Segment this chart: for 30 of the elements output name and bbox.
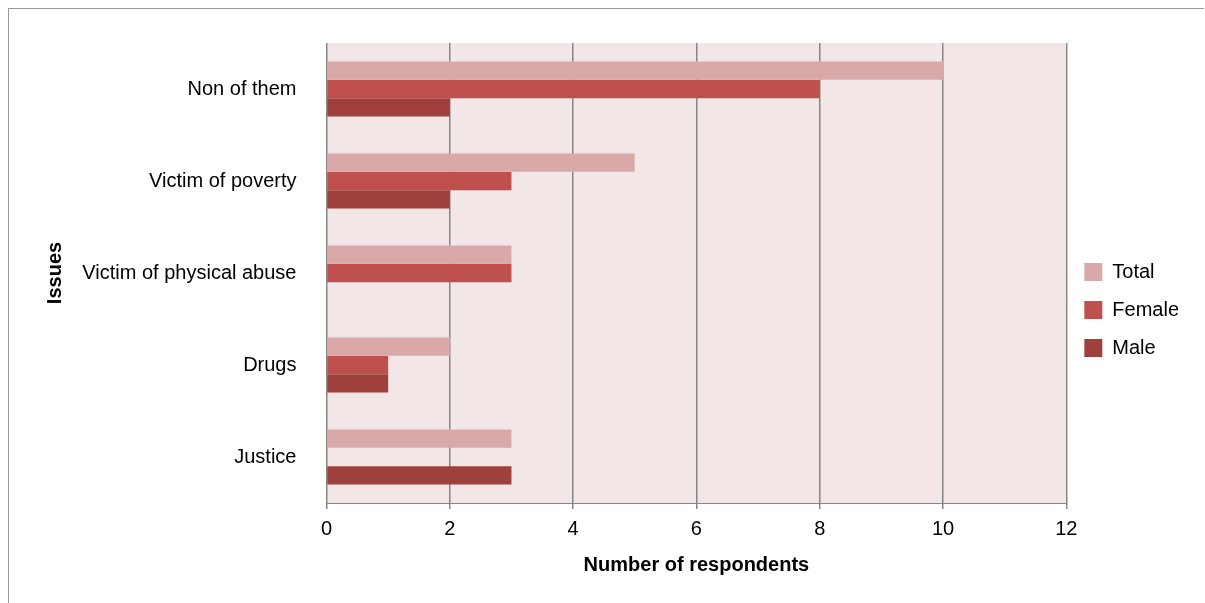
y-tick-label: Non of them [187,76,297,99]
bar [327,190,450,209]
bar [327,98,450,117]
legend-label: Male [1112,335,1156,358]
x-tick-label: 10 [931,516,955,539]
legend-label: Total [1112,259,1155,282]
bar [327,153,635,172]
bar [327,171,512,191]
x-tick-label: 8 [814,516,826,539]
legend-label: Female [1112,297,1180,320]
y-tick-label: Victim of physical abuse [82,260,297,283]
bar [327,337,450,356]
y-axis-title: Issues [42,241,65,305]
y-tick-label: Drugs [243,352,297,375]
bar [327,61,944,80]
y-tick-label: Justice [234,444,297,467]
bar [327,429,512,448]
bar [327,79,820,99]
x-tick-label: 6 [690,516,702,539]
bar [327,466,512,485]
bar [327,355,389,375]
y-tick-label: Victim of poverty [149,168,297,191]
x-tick-label: 0 [320,516,333,539]
bar [327,374,389,393]
bar [327,245,512,264]
x-tick-label: 2 [444,516,456,539]
x-tick-label: 4 [567,516,579,539]
x-tick-label: 12 [1055,516,1078,539]
x-axis-title: Number of respondents [583,552,810,575]
bar [327,263,512,283]
